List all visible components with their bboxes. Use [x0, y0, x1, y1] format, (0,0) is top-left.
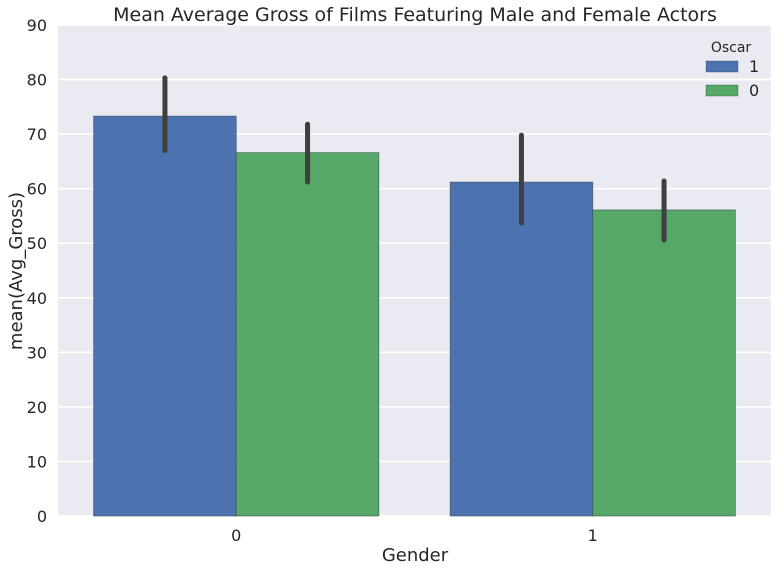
y-tick-label: 70	[27, 125, 47, 144]
y-tick-label: 0	[37, 507, 47, 526]
bar-oscar-1-gender-0	[93, 115, 237, 517]
bar-oscar-0-gender-0	[235, 152, 380, 517]
x-axis-label: Gender	[382, 545, 449, 566]
y-tick-label: 20	[27, 398, 47, 417]
y-tick-label: 60	[27, 180, 47, 199]
chart-title: Mean Average Gross of Films Featuring Ma…	[113, 4, 717, 26]
legend: Oscar 10	[705, 40, 759, 100]
y-tick-label: 50	[27, 234, 47, 253]
y-tick-label: 40	[27, 289, 47, 308]
legend-swatch	[705, 84, 739, 97]
x-tick-label: 0	[231, 526, 241, 545]
legend-title: Oscar	[711, 40, 752, 56]
legend-items: 10	[705, 57, 759, 100]
y-tick-label: 30	[27, 343, 47, 362]
bar-oscar-1-gender-1	[449, 181, 594, 517]
legend-swatch	[705, 60, 739, 73]
y-tick-label: 10	[27, 452, 47, 471]
y-axis-label: mean(Avg_Gross)	[6, 192, 27, 350]
legend-label: 0	[749, 81, 759, 100]
y-tick-label: 80	[27, 71, 47, 90]
y-tick-label: 90	[27, 16, 47, 35]
legend-label: 1	[749, 57, 759, 76]
bars	[93, 115, 736, 517]
error-bars	[162, 75, 667, 243]
y-tick-labels: 0 10 20 30 40 50 60 70 80 90	[27, 16, 47, 526]
bar-oscar-0-gender-1	[592, 209, 736, 517]
x-tick-label: 1	[588, 526, 598, 545]
